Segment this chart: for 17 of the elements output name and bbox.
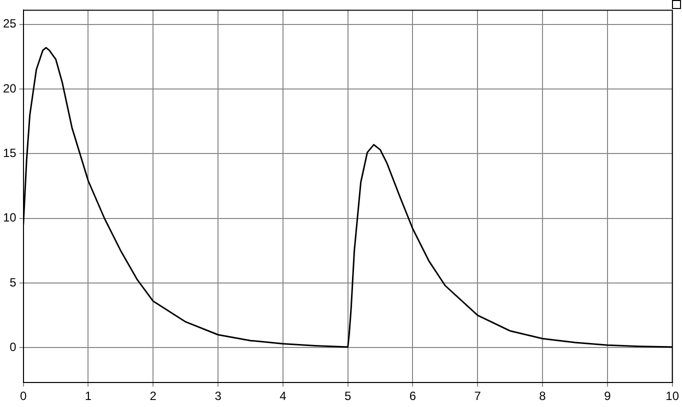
x-tick-label: 10 [666, 389, 680, 404]
x-tick-label: 0 [20, 389, 28, 404]
x-tick-label: 7 [474, 389, 482, 404]
x-tick-label: 6 [409, 389, 416, 404]
y-tick-label: 15 [2, 146, 17, 160]
y-tick-label: 10 [2, 210, 17, 225]
x-tick-label: 1 [84, 389, 92, 404]
y-tick-label: 20 [2, 81, 17, 96]
y-tick-label: 5 [10, 275, 17, 290]
x-tick-label: 8 [539, 389, 546, 404]
x-tick-label: 9 [604, 389, 612, 404]
y-tick-label: 0 [10, 340, 17, 354]
x-tick-label: 5 [344, 389, 352, 404]
x-tick-label: 2 [150, 389, 157, 404]
x-tick-label: 4 [280, 389, 287, 404]
x-tick-label: 3 [214, 389, 222, 404]
y-tick-label: 25 [2, 16, 17, 31]
